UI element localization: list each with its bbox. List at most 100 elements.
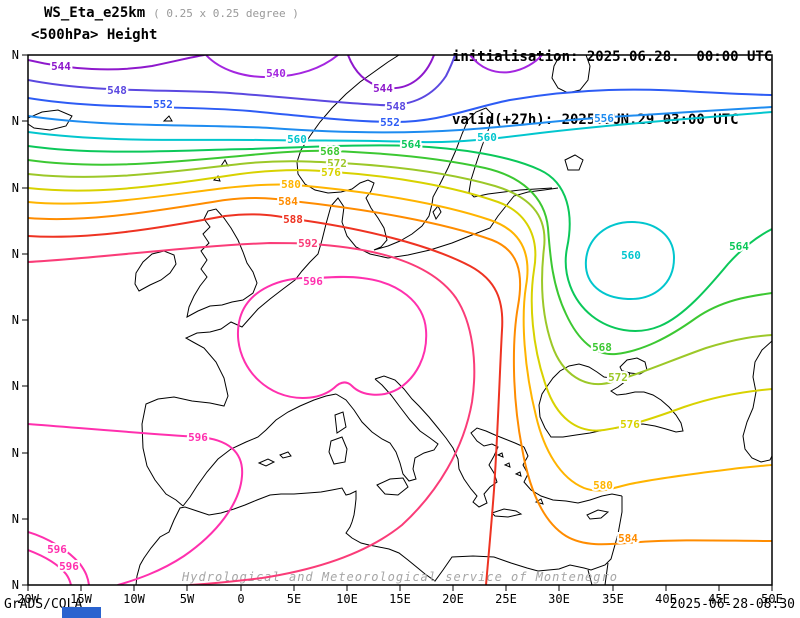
- contour-line-560: [28, 111, 772, 144]
- contour-line-540: [205, 55, 339, 79]
- x-axis-tick-label: 15W: [70, 592, 92, 606]
- contour-label-592: 592: [298, 237, 318, 250]
- contour-label-596: 596: [303, 275, 323, 288]
- field-title: <500hPa> Height: [31, 27, 158, 43]
- contour-label-564: 564: [729, 240, 749, 253]
- contour-label-layer: 540 544 544 548 548 552 552 556 560 560 560 564 564 5…: [45, 58, 751, 575]
- contour-line-564: [28, 144, 772, 332]
- run-times: initialisation: 2025.06.28. 00:00 UTC va…: [452, 5, 772, 173]
- coastline: [134, 250, 177, 292]
- coastline-layer: [28, 55, 772, 585]
- x-axis-tick-label: 35E: [602, 592, 624, 606]
- contour-label-596: 596: [47, 543, 67, 556]
- contour-label-576: 576: [321, 166, 341, 179]
- x-axis-tick-label: 40E: [655, 592, 677, 606]
- contour-label-544: 544: [373, 82, 393, 95]
- contour-label-584: 584: [618, 532, 638, 545]
- contour-line-560: [584, 220, 676, 301]
- x-axis-tick-label: 30E: [548, 592, 570, 606]
- contour-line-580: [28, 183, 772, 492]
- contour-label-572: 572: [608, 371, 628, 384]
- contour-line-576: [28, 169, 772, 432]
- contour-label-544: 544: [51, 60, 71, 73]
- coastline: [335, 378, 439, 482]
- contour-label-540: 540: [266, 67, 286, 80]
- taskbar-fragment[interactable]: [62, 607, 101, 618]
- y-axis-tick-label: N: [12, 114, 19, 128]
- creation-timestamp: 2025-06-28-08:30: [669, 597, 795, 612]
- x-axis-tick-label: 50E: [761, 592, 783, 606]
- contour-line-596: [28, 531, 90, 585]
- contour-line-596: [237, 275, 428, 400]
- contour-label-596: 596: [59, 560, 79, 573]
- y-axis-tick-label: N: [12, 313, 19, 327]
- contour-line-552: [28, 88, 772, 124]
- coastline: [742, 340, 772, 463]
- coastline: [182, 393, 337, 507]
- contour-line-544: [347, 55, 435, 90]
- contour-line-596: [28, 549, 72, 585]
- contour-label-564: 564: [401, 138, 421, 151]
- axis-tick-layer: 20W 15W 10W 5W 0 5E 10E 15E 20E 25E 30E 35E 40E 45E 50…: [12, 48, 783, 606]
- coastline: [135, 487, 623, 585]
- y-axis-tick-label: N: [12, 512, 19, 526]
- contour-label-552: 552: [153, 98, 173, 111]
- x-axis-tick-label: 5E: [287, 592, 301, 606]
- y-axis-tick-label: N: [12, 247, 19, 261]
- x-axis-tick-label: 10W: [123, 592, 145, 606]
- contour-line-568: [28, 149, 772, 356]
- watermark: Hydrological and Meteorological service …: [181, 570, 618, 584]
- y-axis-tick-label: N: [12, 446, 19, 460]
- contour-label-560: 560: [621, 249, 641, 262]
- contour-label-588: 588: [283, 213, 303, 226]
- contour-label-548: 548: [386, 100, 406, 113]
- y-axis-tick-label: N: [12, 48, 19, 62]
- contour-label-556: 556: [594, 112, 614, 125]
- x-axis-tick-label: 45E: [708, 592, 730, 606]
- contour-line-596: [28, 423, 244, 585]
- x-axis-tick-label: 20W: [17, 592, 39, 606]
- map-frame: [27, 54, 773, 586]
- contour-label-560: 560: [477, 131, 497, 144]
- coastline: [374, 375, 525, 508]
- y-axis-tick-label: N: [12, 379, 19, 393]
- contour-label-596: 596: [188, 431, 208, 444]
- x-axis-tick-label: 10E: [336, 592, 358, 606]
- contour-line-548: [28, 55, 456, 107]
- x-axis-tick-label: 25E: [495, 592, 517, 606]
- contour-label-552: 552: [380, 116, 400, 129]
- coastline: [587, 562, 609, 585]
- coastline: [551, 55, 591, 94]
- model-name: WS_Eta_e25km: [44, 5, 146, 21]
- contour-line-540: [469, 55, 543, 74]
- coastline: [186, 208, 258, 318]
- contour-label-548: 548: [107, 84, 127, 97]
- contour-label-576: 576: [620, 418, 640, 431]
- x-axis-tick-label: 5W: [180, 592, 195, 606]
- contour-line-572: [28, 160, 772, 386]
- coastline: [296, 55, 553, 251]
- contour-layer: [28, 55, 772, 585]
- contour-line-588: [28, 213, 504, 585]
- contour-label-568: 568: [320, 145, 340, 158]
- contour-line-592: [28, 241, 476, 585]
- contour-line-556: [28, 106, 772, 134]
- contour-label-580: 580: [593, 479, 613, 492]
- x-axis-tick-label: 15E: [389, 592, 411, 606]
- contour-line-584: [28, 197, 772, 546]
- coastline: [538, 363, 684, 438]
- coastline: [564, 154, 584, 171]
- contour-line-544: [28, 55, 205, 71]
- contour-label-568: 568: [592, 341, 612, 354]
- model-title: WS_Eta_e25km ( 0.25 x 0.25 degree ): [44, 5, 299, 21]
- contour-label-580: 580: [281, 178, 301, 191]
- coastline: [141, 187, 559, 507]
- y-axis-tick-label: N: [12, 181, 19, 195]
- x-axis-tick-label: 20E: [442, 592, 464, 606]
- contour-label-560: 560: [287, 133, 307, 146]
- y-axis-tick-label: N: [12, 578, 19, 592]
- x-axis-tick-label: 0: [237, 592, 244, 606]
- init-time: initialisation: 2025.06.28. 00:00 UTC: [452, 49, 773, 65]
